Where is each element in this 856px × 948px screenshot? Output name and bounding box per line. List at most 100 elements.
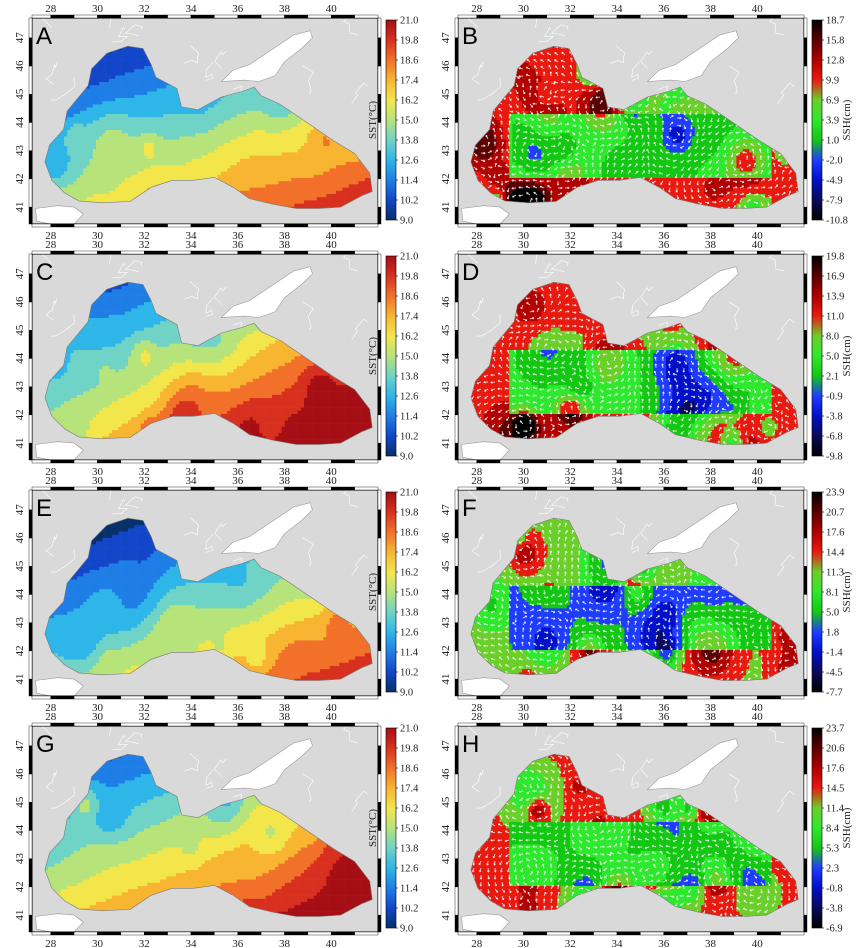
colorbar-tick: -0.8	[826, 884, 843, 895]
map-svg-E: 2828303032323434363638384040414243444546…	[6, 476, 434, 712]
colorbar-tick: 21.0	[400, 252, 418, 263]
map-svg-H: 2828303032323434363638384040414243444546…	[432, 712, 856, 948]
lon-tick-bottom: 32	[565, 938, 576, 948]
lon-tick-bottom: 40	[752, 466, 764, 476]
lon-tick-top: 38	[705, 712, 717, 723]
lon-tick-bottom: 38	[705, 466, 717, 476]
lon-tick-top: 36	[658, 712, 670, 723]
colorbar-tick: -1.4	[826, 648, 843, 659]
lat-tick: 43	[14, 853, 26, 865]
lat-tick: 47	[440, 504, 452, 516]
map-svg-D: 2828303032323434363638384040414243444546…	[432, 240, 856, 476]
lon-tick-top: 40	[752, 240, 764, 251]
lon-tick-top: 40	[326, 476, 338, 487]
lon-tick-bottom: 38	[279, 466, 291, 476]
lon-tick-top: 38	[279, 712, 291, 723]
lat-tick: 43	[440, 853, 452, 865]
map-svg-G: 2828303032323434363638384040414243444546…	[6, 712, 434, 948]
lon-tick-bottom: 30	[518, 938, 530, 948]
lon-tick-top: 40	[326, 4, 338, 15]
lat-tick: 41	[440, 202, 452, 213]
lat-tick: 45	[14, 560, 26, 572]
lon-tick-bottom: 36	[658, 466, 670, 476]
lat-tick: 46	[14, 296, 26, 308]
lon-tick-top: 38	[705, 4, 717, 15]
colorbar-tick: 18.6	[400, 764, 418, 775]
lon-tick-top: 30	[518, 240, 530, 251]
lon-tick-top: 38	[279, 476, 291, 487]
lon-tick-top: 36	[232, 476, 244, 487]
lon-tick-bottom: 32	[565, 230, 576, 240]
colorbar-tick: 21.0	[400, 724, 418, 735]
colorbar-tick: -4.5	[826, 668, 843, 679]
panel-label: C	[36, 259, 53, 286]
lat-tick: 44	[440, 588, 452, 600]
lon-tick-bottom: 40	[752, 230, 764, 240]
lat-tick: 43	[14, 145, 26, 157]
colorbar-tick: 10.2	[400, 196, 418, 207]
lon-tick-top: 38	[705, 240, 717, 251]
colorbar-tick: 11.4	[400, 884, 419, 895]
lon-tick-top: 36	[658, 240, 670, 251]
colorbar-tick: 9.0	[400, 452, 413, 463]
colorbar-tick: 10.2	[400, 668, 418, 679]
lon-tick-bottom: 28	[45, 230, 57, 240]
marmara-sea	[36, 442, 84, 460]
lat-tick: 44	[440, 116, 452, 128]
colorbar-tick: 13.8	[400, 372, 418, 383]
colorbar-tick: 14.5	[826, 784, 844, 795]
lat-tick: 43	[440, 145, 452, 157]
lon-tick-top: 34	[611, 4, 623, 15]
lat-tick: 46	[440, 60, 452, 72]
colorbar-tick: 19.8	[400, 508, 418, 519]
lon-tick-top: 30	[92, 712, 104, 723]
colorbar-tick: -9.8	[826, 452, 843, 463]
lon-tick-top: 34	[185, 712, 197, 723]
colorbar-title: SSH(cm)	[841, 571, 853, 612]
colorbar-title: SST(°C)	[367, 101, 379, 139]
colorbar-tick: 15.0	[400, 116, 418, 127]
lat-tick: 42	[14, 645, 26, 656]
colorbar-title: SST(°C)	[367, 337, 379, 375]
colorbar-tick: -4.9	[826, 176, 843, 187]
lon-tick-top: 30	[518, 712, 530, 723]
colorbar-tick: 9.0	[400, 688, 413, 699]
lon-tick-bottom: 28	[471, 702, 483, 712]
lat-tick: 44	[14, 352, 26, 364]
lon-tick-top: 38	[279, 240, 291, 251]
colorbar-tick: 5.0	[826, 352, 839, 363]
lon-tick-top: 30	[92, 240, 104, 251]
marmara-sea	[462, 914, 510, 932]
lat-tick: 41	[14, 910, 26, 921]
map-svg-B: 2828303032323434363638384040414243444546…	[432, 4, 856, 240]
lon-tick-bottom: 40	[752, 702, 764, 712]
colorbar-tick: 12.8	[826, 56, 844, 67]
panel-label: E	[36, 495, 52, 522]
lon-tick-top: 30	[518, 4, 530, 15]
lon-tick-bottom: 28	[471, 938, 483, 948]
lat-tick: 45	[440, 88, 452, 100]
marmara-sea	[36, 914, 84, 932]
colorbar-tick: 6.9	[826, 96, 839, 107]
lon-tick-bottom: 28	[471, 466, 483, 476]
lon-tick-bottom: 36	[232, 702, 244, 712]
lat-tick: 44	[14, 588, 26, 600]
lon-tick-top: 34	[611, 476, 623, 487]
colorbar-tick: 17.4	[400, 784, 419, 795]
lat-tick: 47	[14, 504, 26, 516]
colorbar-tick: 23.9	[826, 488, 844, 499]
lon-tick-bottom: 38	[705, 230, 717, 240]
colorbar-tick: 9.9	[826, 76, 839, 87]
lat-tick: 47	[14, 32, 26, 44]
lon-tick-bottom: 40	[326, 230, 338, 240]
lon-tick-bottom: 34	[611, 230, 623, 240]
colorbar-tick: 12.6	[400, 156, 418, 167]
colorbar-tick: 18.6	[400, 56, 418, 67]
lon-tick-top: 28	[45, 240, 57, 251]
panel-label: F	[462, 495, 477, 522]
